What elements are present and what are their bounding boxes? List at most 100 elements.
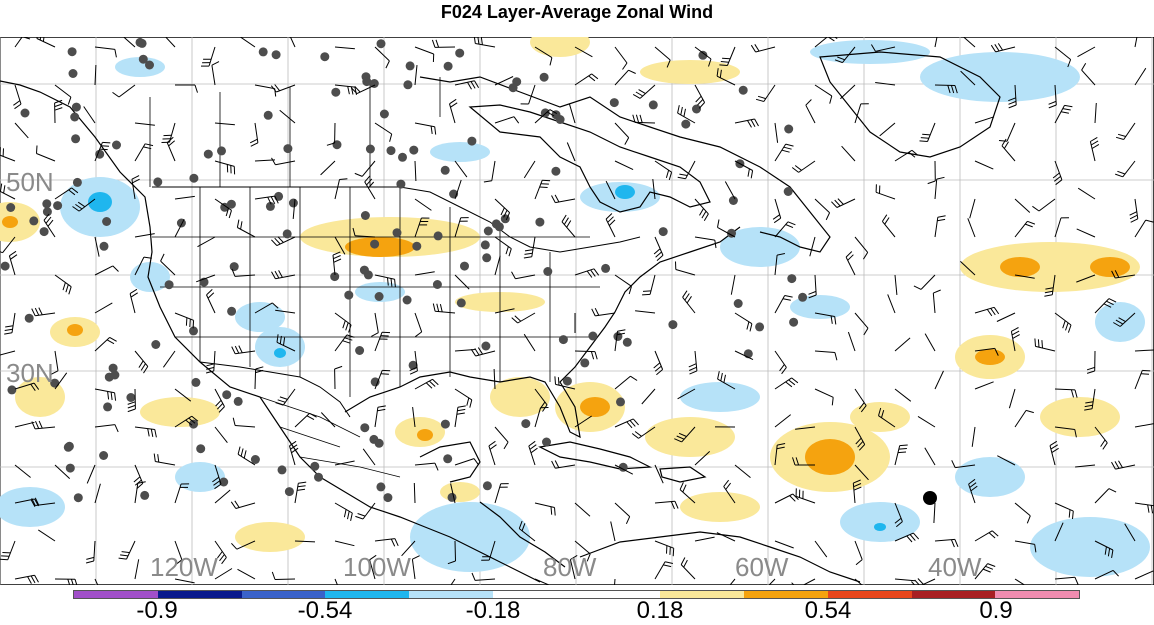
station-dot [784,187,793,196]
station-dot [616,397,625,406]
station-dot [681,120,690,129]
station-dot [692,105,701,114]
weather-map [0,37,1154,585]
station-dot [64,443,73,452]
station-dot [403,80,412,89]
positive-anomaly-area [645,417,735,457]
station-dot [103,402,112,411]
station-dot [613,332,622,341]
lon-label-40w: 40W [928,552,981,583]
station-dot [360,423,369,432]
station-dot [320,52,329,61]
station-dot [362,77,371,86]
station-dot [729,196,738,205]
negative-anomaly-area [680,382,760,412]
colorbar-label: 0.9 [979,597,1012,625]
station-dot [310,462,319,471]
strong-negative-anomaly-area [874,523,886,531]
strong-negative-anomaly-area [615,185,635,199]
station-dot [40,227,49,236]
station-dot [100,242,109,251]
station-dot [623,338,632,347]
station-dot [196,444,205,453]
station-dot [153,177,162,186]
highlighted-station [923,491,937,505]
station-dot [189,174,198,183]
strong-positive-anomaly-area [1090,257,1130,277]
station-dot [387,146,396,155]
lon-label-80w: 80W [543,552,596,583]
station-dot [375,292,384,301]
station-dot [521,419,530,428]
lon-label-100w: 100W [343,552,411,583]
lon-label-120w: 120W [150,552,218,583]
station-dot [331,88,340,97]
colorbar-label: 0.54 [805,597,852,625]
station-dot [283,144,292,153]
station-dot [230,262,239,271]
positive-anomaly-area [235,522,305,552]
station-dot [289,199,298,208]
station-dot [484,227,493,236]
station-dot [222,390,231,399]
station-dot [369,435,378,444]
colorbar-label: -0.54 [298,597,353,625]
station-dot [314,473,323,482]
colorbar [73,590,1080,599]
station-dot [21,109,30,118]
station-dot [355,346,364,355]
strong-positive-anomaly-area [345,237,415,257]
station-dot [409,146,418,155]
strong-negative-anomaly-area [274,348,286,358]
station-dot [370,240,379,249]
station-dot [139,55,148,64]
station-dot [227,307,236,316]
station-dot [29,216,38,225]
negative-anomaly-area [235,302,285,332]
station-dot [177,219,186,228]
station-dot [482,253,491,262]
negative-anomaly-area [840,502,920,542]
station-dot [383,493,392,502]
station-dot [601,264,610,273]
strong-positive-anomaly-area [580,397,610,417]
station-dot [448,493,457,502]
station-dot [380,110,389,119]
station-dot [396,180,405,189]
station-dot [344,291,353,300]
station-dot [191,378,200,387]
station-dot [563,377,572,386]
station-dot [72,103,81,112]
station-dot [443,454,452,463]
strong-positive-anomaly-area [417,429,433,441]
strong-positive-anomaly-area [2,216,18,228]
station-dot [509,83,518,92]
station-dot [376,482,385,491]
station-dot [165,280,174,289]
station-dot [433,280,442,289]
station-dot [42,199,51,208]
strong-positive-anomaly-area [1000,257,1040,277]
station-dot [403,296,412,305]
station-dot [366,145,375,154]
station-dot [1,262,10,271]
colorbar-label: -0.18 [466,597,521,625]
station-dot [74,493,83,502]
station-dot [73,178,82,187]
negative-anomaly-area [955,457,1025,497]
station-dot [467,137,476,146]
station-dot [272,50,281,59]
station-dot [333,140,342,149]
station-dot [264,111,273,120]
map-title: F024 Layer-Average Zonal Wind [0,0,1154,26]
station-dot [234,397,243,406]
station-dot [755,322,764,331]
station-dot [542,438,551,447]
station-dot [457,298,466,307]
station-dot [483,481,492,490]
station-dot [126,393,135,402]
station-dot [588,332,597,341]
station-dot [259,47,268,56]
station-dot [70,113,79,122]
station-dot [102,217,111,226]
